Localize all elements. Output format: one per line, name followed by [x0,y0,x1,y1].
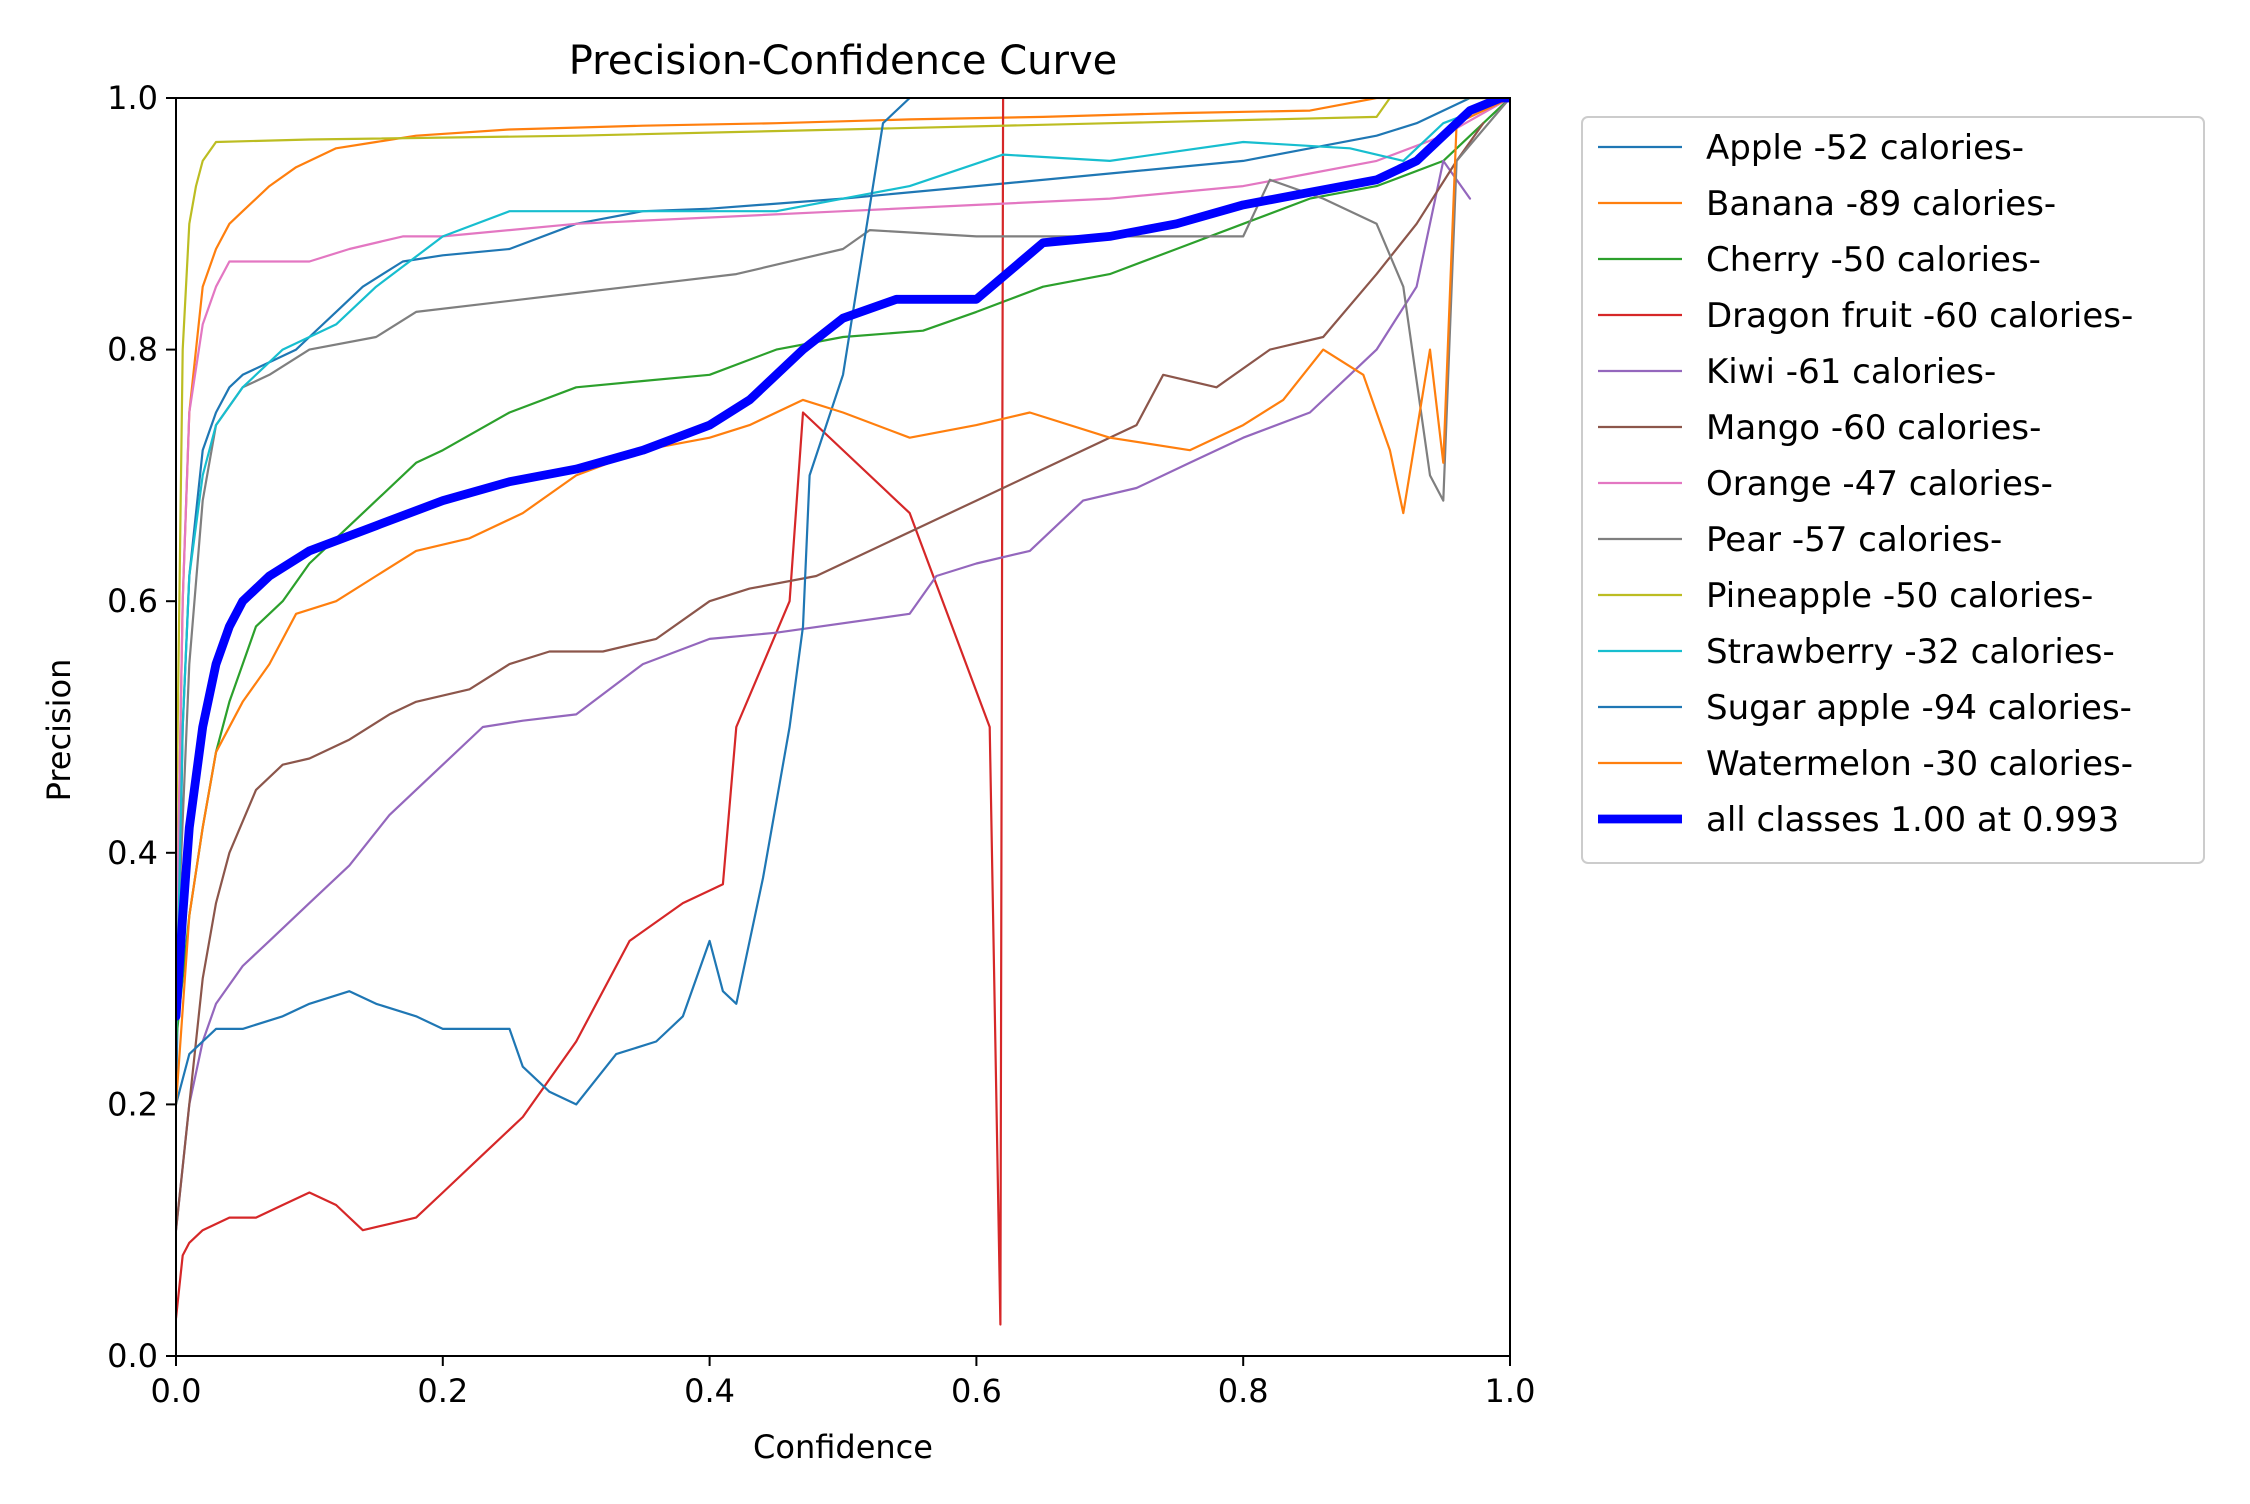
series-line-4 [176,159,1472,1232]
legend-label-7: Pear -57 calories- [1706,520,2002,560]
y-tick-label-5: 1.0 [107,79,158,117]
y-tick-label-1: 0.2 [107,1085,158,1123]
plot-background [176,98,1510,1356]
legend-label-0: Apple -52 calories- [1706,128,2024,168]
y-tick-label-2: 0.4 [107,834,158,872]
legend-label-5: Mango -60 calories- [1706,408,2041,448]
series-line-12 [176,98,1510,1021]
legend-label-12: all classes 1.00 at 0.993 [1706,800,2119,840]
chart-title: Precision-Confidence Curve [569,38,1118,84]
series-line-10 [176,98,911,1106]
series-line-6 [176,98,1510,980]
legend-label-3: Dragon fruit -60 calories- [1706,296,2133,336]
legend: Apple -52 calories- Banana -89 calories- C… [1581,116,2205,864]
x-tick-label-3: 0.6 [951,1372,1002,1410]
series-line-11 [176,98,1510,1106]
legend-label-2: Cherry -50 calories- [1706,240,2041,280]
series-line-3 [176,98,1005,1326]
series-line-8 [176,98,1510,854]
series-line-2 [176,98,1510,1043]
legend-label-4: Kiwi -61 calories- [1706,352,1996,392]
plot-area [175,97,1511,1357]
legend-box [1581,116,2205,864]
x-tick-label-2: 0.4 [684,1372,735,1410]
series-line-0 [176,98,1510,1106]
legend-label-1: Banana -89 calories- [1706,184,2056,224]
y-tick-label-0: 0.0 [107,1337,158,1375]
x-tick-label-5: 1.0 [1485,1372,1536,1410]
y-tick-label-4: 0.8 [107,331,158,369]
y-tick-label-3: 0.6 [107,582,158,620]
series-line-5 [176,122,1485,1232]
y-axis-label: Precision [40,659,78,802]
legend-label-10: Sugar apple -94 calories- [1706,688,2132,728]
series-line-9 [176,98,1510,1043]
x-axis-label: Confidence [753,1428,933,1466]
y-axis: 0.0 0.2 0.4 0.6 0.8 1.0 [107,79,176,1375]
series-line-1 [176,98,1510,980]
x-tick-label-4: 0.8 [1218,1372,1269,1410]
legend-label-11: Watermelon -30 calories- [1706,744,2133,784]
legend-label-8: Pineapple -50 calories- [1706,576,2093,616]
legend-label-9: Strawberry -32 calories- [1706,632,2115,672]
x-tick-label-1: 0.2 [417,1372,468,1410]
legend-label-6: Orange -47 calories- [1706,464,2053,504]
series-lines [176,98,1510,1326]
plot-frame [175,97,1511,1357]
x-axis: 0.0 0.2 0.4 0.6 0.8 1.0 [151,1356,1536,1410]
x-tick-label-0: 0.0 [151,1372,202,1410]
